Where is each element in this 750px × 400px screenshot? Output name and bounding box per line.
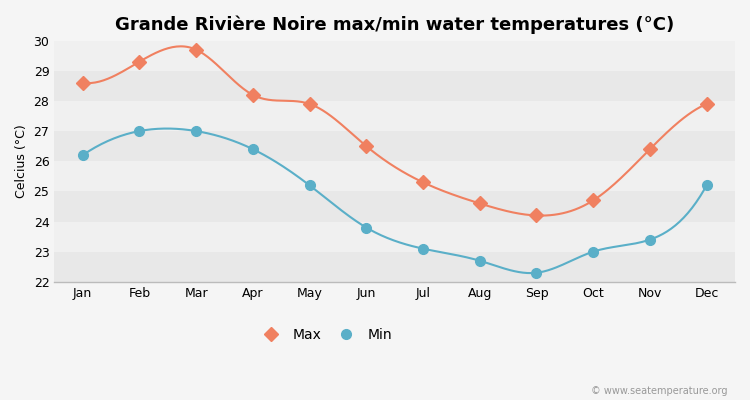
- Min: [135, 129, 144, 134]
- Bar: [54, 191, 735, 222]
- Max: [191, 47, 200, 52]
- Max: [589, 198, 598, 203]
- Min: [646, 237, 655, 242]
- Bar: [54, 161, 735, 191]
- Bar: [54, 71, 735, 101]
- Min: [305, 183, 314, 188]
- Max: [305, 102, 314, 106]
- Bar: [54, 41, 735, 71]
- Bar: [54, 252, 735, 282]
- Line: Max: Max: [78, 45, 712, 220]
- Title: Grande Rivière Noire max/min water temperatures (°C): Grande Rivière Noire max/min water tempe…: [115, 15, 674, 34]
- Max: [532, 213, 541, 218]
- Min: [532, 270, 541, 275]
- Min: [248, 147, 257, 152]
- Max: [362, 144, 370, 148]
- Max: [78, 80, 87, 85]
- Min: [362, 225, 370, 230]
- Y-axis label: Celcius (°C): Celcius (°C): [15, 124, 28, 198]
- Bar: [54, 131, 735, 161]
- Min: [476, 258, 484, 263]
- Max: [702, 102, 711, 106]
- Text: © www.seatemperature.org: © www.seatemperature.org: [591, 386, 728, 396]
- Min: [702, 183, 711, 188]
- Max: [419, 180, 428, 185]
- Legend: Max, Min: Max, Min: [256, 322, 398, 348]
- Max: [248, 92, 257, 97]
- Max: [646, 147, 655, 152]
- Bar: [54, 222, 735, 252]
- Min: [419, 246, 428, 251]
- Bar: [54, 101, 735, 131]
- Max: [135, 59, 144, 64]
- Line: Min: Min: [78, 126, 712, 278]
- Max: [476, 201, 484, 206]
- Min: [78, 153, 87, 158]
- Min: [589, 249, 598, 254]
- Min: [191, 129, 200, 134]
